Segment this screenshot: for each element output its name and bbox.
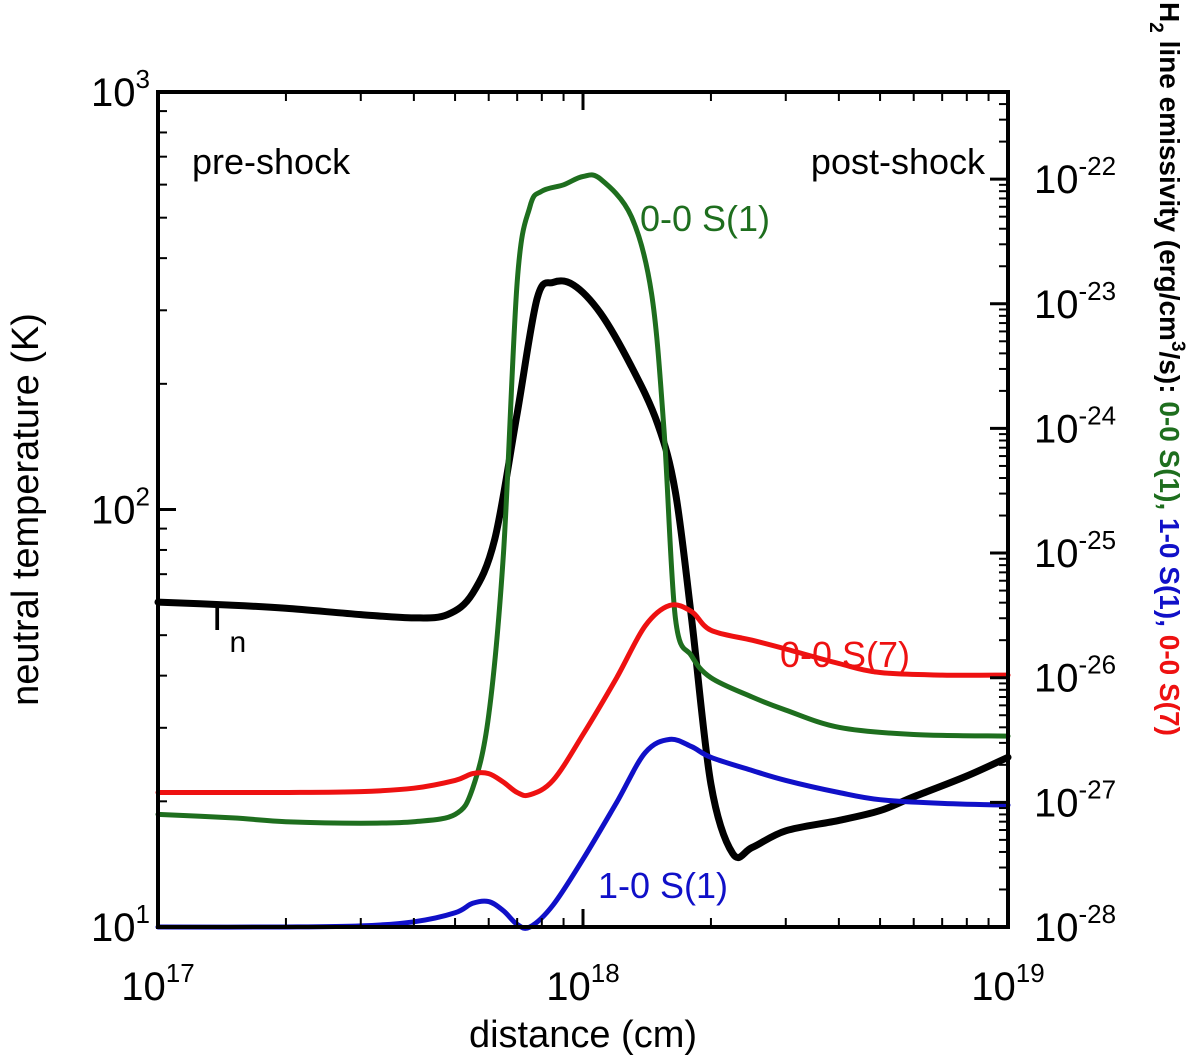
y2-title-part: 0-0 S(1) <box>1154 401 1185 502</box>
y2-tick-label: 10-23 <box>1034 276 1116 327</box>
x-tick-label-base: 10 <box>971 965 1016 1009</box>
y2-title-part: 1-0 S(1) <box>1154 518 1185 619</box>
x-tick-label: 1018 <box>546 958 619 1009</box>
x-tick-label-base: 10 <box>121 965 166 1009</box>
y2-tick-label-exp: -23 <box>1079 276 1117 306</box>
y2-tick-label-exp: -26 <box>1079 650 1117 680</box>
y2-tick-label: 10-25 <box>1034 525 1116 576</box>
y2-title-part: 0-0 S(7) <box>1154 635 1185 736</box>
y2-tick-label-exp: -24 <box>1079 400 1117 430</box>
annotation-post-shock: post-shock <box>811 141 986 182</box>
y2-tick-label-base: 10 <box>1034 407 1079 451</box>
y2-title-text-b: /s): <box>1154 352 1185 402</box>
annotation-pre-shock: pre-shock <box>192 141 351 182</box>
series-line-0-0-s-1- <box>155 172 1011 826</box>
plot-frame <box>156 90 1010 929</box>
y2-tick-label-base: 10 <box>1034 657 1079 701</box>
y2-axis-title: H2 line emissivity (erg/cm3/s): 0-0 S(1)… <box>1145 2 1188 736</box>
y2-tick-label: 10-27 <box>1034 774 1116 825</box>
y-tick-label-exp: 3 <box>136 64 150 94</box>
y2-tick-label: 10-26 <box>1034 650 1116 701</box>
y2-tick-label: 10-24 <box>1034 400 1116 451</box>
y2-tick-label-exp: -28 <box>1079 899 1117 929</box>
y2-tick-label-base: 10 <box>1034 158 1079 202</box>
y-tick-label: 103 <box>91 64 150 115</box>
label-tn-main: T <box>205 595 229 639</box>
series-line-1-0-s-1- <box>155 736 1011 931</box>
labels-layer: 1017 1018 101910110210310-2810-2710-2610-2… <box>5 2 1188 1056</box>
y2-title-text-a: line emissivity (erg/cm <box>1154 33 1185 341</box>
x-tick-label: 1017 <box>121 958 194 1009</box>
x-tick-label-exp: 19 <box>1016 958 1045 988</box>
label-0-0-s7: 0-0 S(7) <box>780 634 910 675</box>
y2-title-prefix-sub: 2 <box>1145 22 1166 33</box>
x-tick-label-exp: 18 <box>591 958 620 988</box>
y2-title-sup: 3 <box>1167 341 1188 352</box>
x-tick-label-base: 10 <box>546 965 591 1009</box>
y2-tick-label-base: 10 <box>1034 532 1079 576</box>
series-line-t-n <box>154 277 1012 862</box>
y-axis-title: neutral temperature (K) <box>5 313 47 706</box>
y-tick-label: 102 <box>91 482 150 533</box>
label-0-0-s1: 0-0 S(1) <box>640 198 770 239</box>
x-tick-label: 1019 <box>971 958 1044 1009</box>
y2-tick-label-base: 10 <box>1034 283 1079 327</box>
y-tick-label: 101 <box>91 899 150 950</box>
x-axis-title: distance (cm) <box>469 1014 697 1056</box>
y2-tick-label: 10-22 <box>1034 151 1116 202</box>
y2-title-prefix: H <box>1154 2 1185 22</box>
y-tick-label-base: 10 <box>91 71 136 115</box>
y-tick-label-exp: 1 <box>136 899 150 929</box>
x-tick-label-exp: 17 <box>166 958 195 988</box>
y-tick-label-base: 10 <box>91 489 136 533</box>
y2-tick-label: 10-28 <box>1034 899 1116 950</box>
label-tn: Tn <box>205 595 246 659</box>
y-tick-label-base: 10 <box>91 906 136 950</box>
y2-tick-label-exp: -27 <box>1079 774 1117 804</box>
y2-title-part: , <box>1154 502 1185 518</box>
series-line-0-0-s-7- <box>155 602 1011 799</box>
label-tn-sub: n <box>229 626 246 659</box>
y2-tick-label-base: 10 <box>1034 781 1079 825</box>
label-1-0-s1: 1-0 S(1) <box>598 865 728 906</box>
y-tick-label-exp: 2 <box>136 482 150 512</box>
series-layer <box>154 172 1012 931</box>
y2-tick-label-exp: -22 <box>1079 151 1117 181</box>
y2-tick-label-base: 10 <box>1034 906 1079 950</box>
y2-tick-label-exp: -25 <box>1079 525 1117 555</box>
y2-title-part: , <box>1154 619 1185 635</box>
